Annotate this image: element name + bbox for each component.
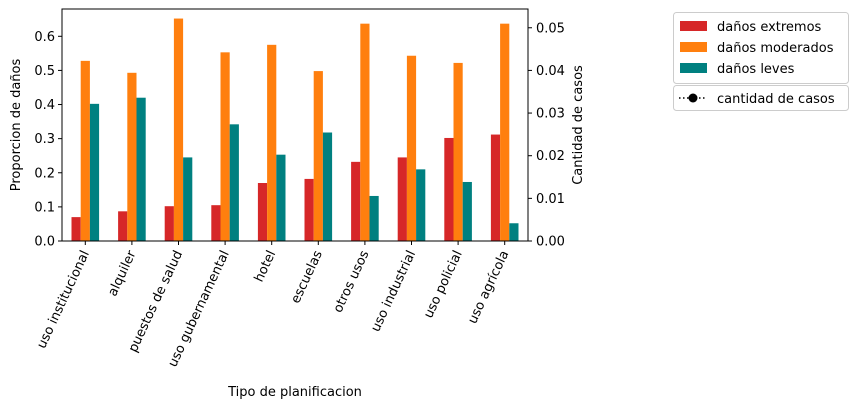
bar-moderados-0 bbox=[80, 60, 90, 241]
x-axis-title: Tipo de planificacion bbox=[227, 385, 362, 400]
legend-swatch bbox=[680, 63, 707, 73]
bar-extremos-3 bbox=[211, 205, 221, 241]
left-axis-title: Proporcion de daños bbox=[9, 59, 24, 192]
bar-moderados-1 bbox=[127, 72, 137, 241]
left-tick-label: 0.0 bbox=[34, 235, 55, 250]
x-tick-label: uso agrícola bbox=[465, 248, 512, 326]
bar-extremos-6 bbox=[351, 161, 361, 241]
legend-frame bbox=[673, 12, 849, 84]
x-tick-label: uso policial bbox=[421, 248, 465, 320]
bar-moderados-2 bbox=[173, 18, 184, 241]
x-tick-label: escuelas bbox=[288, 248, 326, 306]
right-tick-label: 0.05 bbox=[536, 21, 565, 36]
bar-moderados-4 bbox=[267, 44, 277, 241]
bar-leves-5 bbox=[322, 132, 333, 241]
bar-leves-8 bbox=[462, 181, 472, 241]
bar-leves-6 bbox=[369, 195, 379, 241]
right-tick-label: 0.03 bbox=[536, 107, 565, 122]
legend-swatch bbox=[680, 21, 707, 31]
bar-leves-1 bbox=[136, 97, 146, 242]
right-tick-label: 0.01 bbox=[536, 192, 565, 207]
bar-extremos-9 bbox=[490, 134, 501, 241]
bars-group bbox=[71, 18, 519, 242]
bar-extremos-2 bbox=[164, 206, 174, 241]
bar-leves-0 bbox=[89, 103, 100, 241]
left-tick-label: 0.6 bbox=[34, 30, 55, 45]
bar-moderados-6 bbox=[360, 23, 370, 242]
x-tick-label: hotel bbox=[252, 248, 280, 284]
right-tick-label: 0.04 bbox=[536, 64, 565, 79]
bar-extremos-4 bbox=[257, 183, 268, 241]
bar-leves-3 bbox=[229, 124, 239, 241]
x-tick-label: uso industrial bbox=[368, 248, 419, 334]
legend-label: daños extremos bbox=[717, 20, 822, 35]
bar-extremos-7 bbox=[397, 157, 407, 241]
legend-line-frame bbox=[673, 85, 849, 111]
bar-moderados-8 bbox=[453, 62, 463, 241]
legend-label: daños leves bbox=[717, 62, 795, 77]
legend-line-marker bbox=[688, 93, 698, 103]
bar-leves-7 bbox=[416, 169, 426, 241]
plot-frame bbox=[61, 8, 529, 242]
bar-extremos-1 bbox=[118, 211, 128, 241]
left-tick-label: 0.1 bbox=[34, 200, 55, 215]
legend-swatch bbox=[680, 42, 707, 52]
left-tick-label: 0.3 bbox=[34, 132, 55, 147]
bar-moderados-3 bbox=[220, 52, 230, 241]
legend-label: daños moderados bbox=[717, 41, 834, 56]
left-tick-label: 0.5 bbox=[34, 64, 55, 79]
legend-line-label: cantidad de casos bbox=[717, 92, 835, 107]
left-y-axis: 0.0 0.1 0.2 0.3 0.4 0.5 0.6 bbox=[34, 30, 62, 250]
x-tick-label: alquiler bbox=[105, 248, 139, 299]
legend-bars: daños extremos daños moderados daños leves bbox=[673, 12, 849, 84]
bar-moderados-9 bbox=[500, 23, 510, 242]
right-tick-label: 0.00 bbox=[536, 235, 565, 250]
legend-line: cantidad de casos bbox=[673, 85, 849, 111]
bar-extremos-8 bbox=[444, 137, 454, 241]
left-tick-label: 0.4 bbox=[34, 98, 55, 113]
bar-leves-2 bbox=[183, 157, 193, 241]
right-axis-title: Cantidad de casos bbox=[571, 65, 586, 185]
bar-extremos-0 bbox=[71, 217, 81, 241]
left-tick-label: 0.2 bbox=[34, 166, 55, 181]
x-tick-label: otros usos bbox=[331, 248, 373, 315]
right-tick-label: 0.02 bbox=[536, 149, 565, 164]
bar-leves-9 bbox=[509, 223, 519, 241]
bar-moderados-5 bbox=[313, 71, 323, 241]
x-tick-label: uso institucional bbox=[34, 248, 93, 351]
bar-leves-4 bbox=[276, 154, 286, 241]
right-y-axis: 0.00 0.01 0.02 0.03 0.04 0.05 bbox=[528, 21, 565, 250]
bar-moderados-7 bbox=[406, 55, 417, 241]
bar-extremos-5 bbox=[304, 178, 314, 241]
